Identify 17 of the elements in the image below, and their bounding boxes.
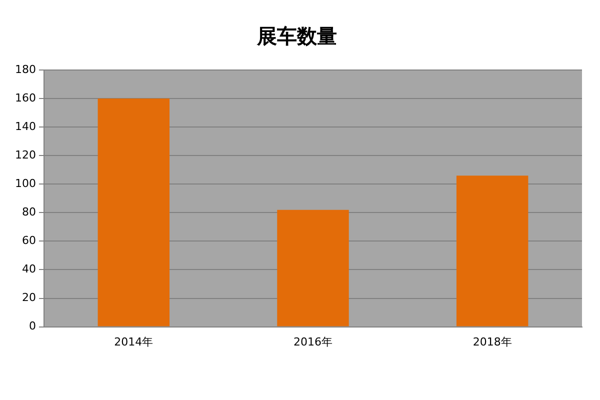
x-tick-label: 2018年	[472, 335, 512, 348]
y-tick-label: 120	[14, 148, 36, 162]
chart-title: 展车数量	[256, 24, 337, 48]
bar	[456, 176, 528, 326]
y-tick-label: 180	[14, 62, 36, 76]
x-tick-label: 2014年	[114, 335, 154, 348]
x-tick-label: 2016年	[294, 335, 332, 348]
y-tick-label: 140	[14, 120, 36, 133]
y-tick-label: 100	[14, 176, 36, 190]
y-tick-label: 40	[22, 262, 36, 276]
y-tick-label: 60	[22, 234, 36, 248]
y-tick-label: 0	[28, 320, 36, 333]
bar	[98, 98, 170, 326]
y-tick-label: 160	[14, 91, 36, 104]
bar	[277, 210, 349, 326]
y-tick-label: 80	[22, 206, 36, 219]
y-tick-label: 20	[22, 291, 36, 304]
